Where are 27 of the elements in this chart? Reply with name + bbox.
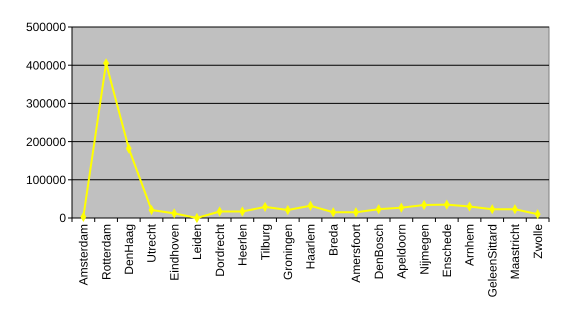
- x-tick-label: Enschede: [440, 224, 454, 278]
- y-tick-label: 400000: [26, 58, 66, 72]
- x-tick-label: Heerlen: [236, 224, 250, 266]
- x-tick-label: Amsterdam: [76, 224, 91, 286]
- x-tick-label: Zwolle: [530, 224, 545, 259]
- y-tick-label: 0: [59, 211, 66, 226]
- y-tick-label: 300000: [26, 96, 66, 111]
- y-tick-label: 200000: [26, 134, 66, 149]
- x-tick-label: Nijmegen: [417, 224, 432, 275]
- x-tick-label: Dordrecht: [212, 223, 227, 277]
- x-tick-label: Apeldoorn: [394, 224, 409, 279]
- x-tick-label: DenBosch: [372, 224, 386, 280]
- x-tick-label: Rotterdam: [99, 224, 114, 280]
- x-tick-label: Maastricht: [508, 223, 522, 280]
- x-tick-label: GeleenSittard: [485, 224, 500, 298]
- y-tick-label: 500000: [26, 20, 66, 34]
- x-tick-label: Amersfoort: [349, 223, 364, 283]
- x-tick-label: Haarlem: [304, 224, 318, 270]
- x-tick-label: Arnhem: [462, 224, 477, 266]
- x-tick-label: Eindhoven: [167, 224, 182, 281]
- x-tick-label: Tilburg: [258, 224, 272, 260]
- x-tick-label: Groningen: [280, 224, 295, 280]
- x-tick-label: Breda: [326, 224, 340, 256]
- x-tick-label: Leiden: [190, 224, 204, 260]
- y-tick-label: 100000: [26, 173, 66, 187]
- x-tick-label: DenHaag: [122, 224, 136, 275]
- x-tick-label: Utrecht: [144, 223, 159, 263]
